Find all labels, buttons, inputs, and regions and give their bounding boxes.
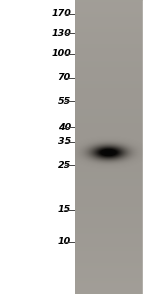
Text: 170: 170 — [51, 9, 71, 19]
Text: 70: 70 — [58, 74, 71, 83]
Text: 25: 25 — [58, 161, 71, 170]
Text: 15: 15 — [58, 206, 71, 215]
Text: 55: 55 — [58, 96, 71, 106]
Bar — [0, 0, 75, 294]
Text: 35: 35 — [58, 138, 71, 146]
Bar — [143, 0, 150, 294]
Text: 130: 130 — [51, 29, 71, 38]
Text: 40: 40 — [58, 123, 71, 131]
Text: 100: 100 — [51, 49, 71, 59]
Text: 10: 10 — [58, 238, 71, 246]
